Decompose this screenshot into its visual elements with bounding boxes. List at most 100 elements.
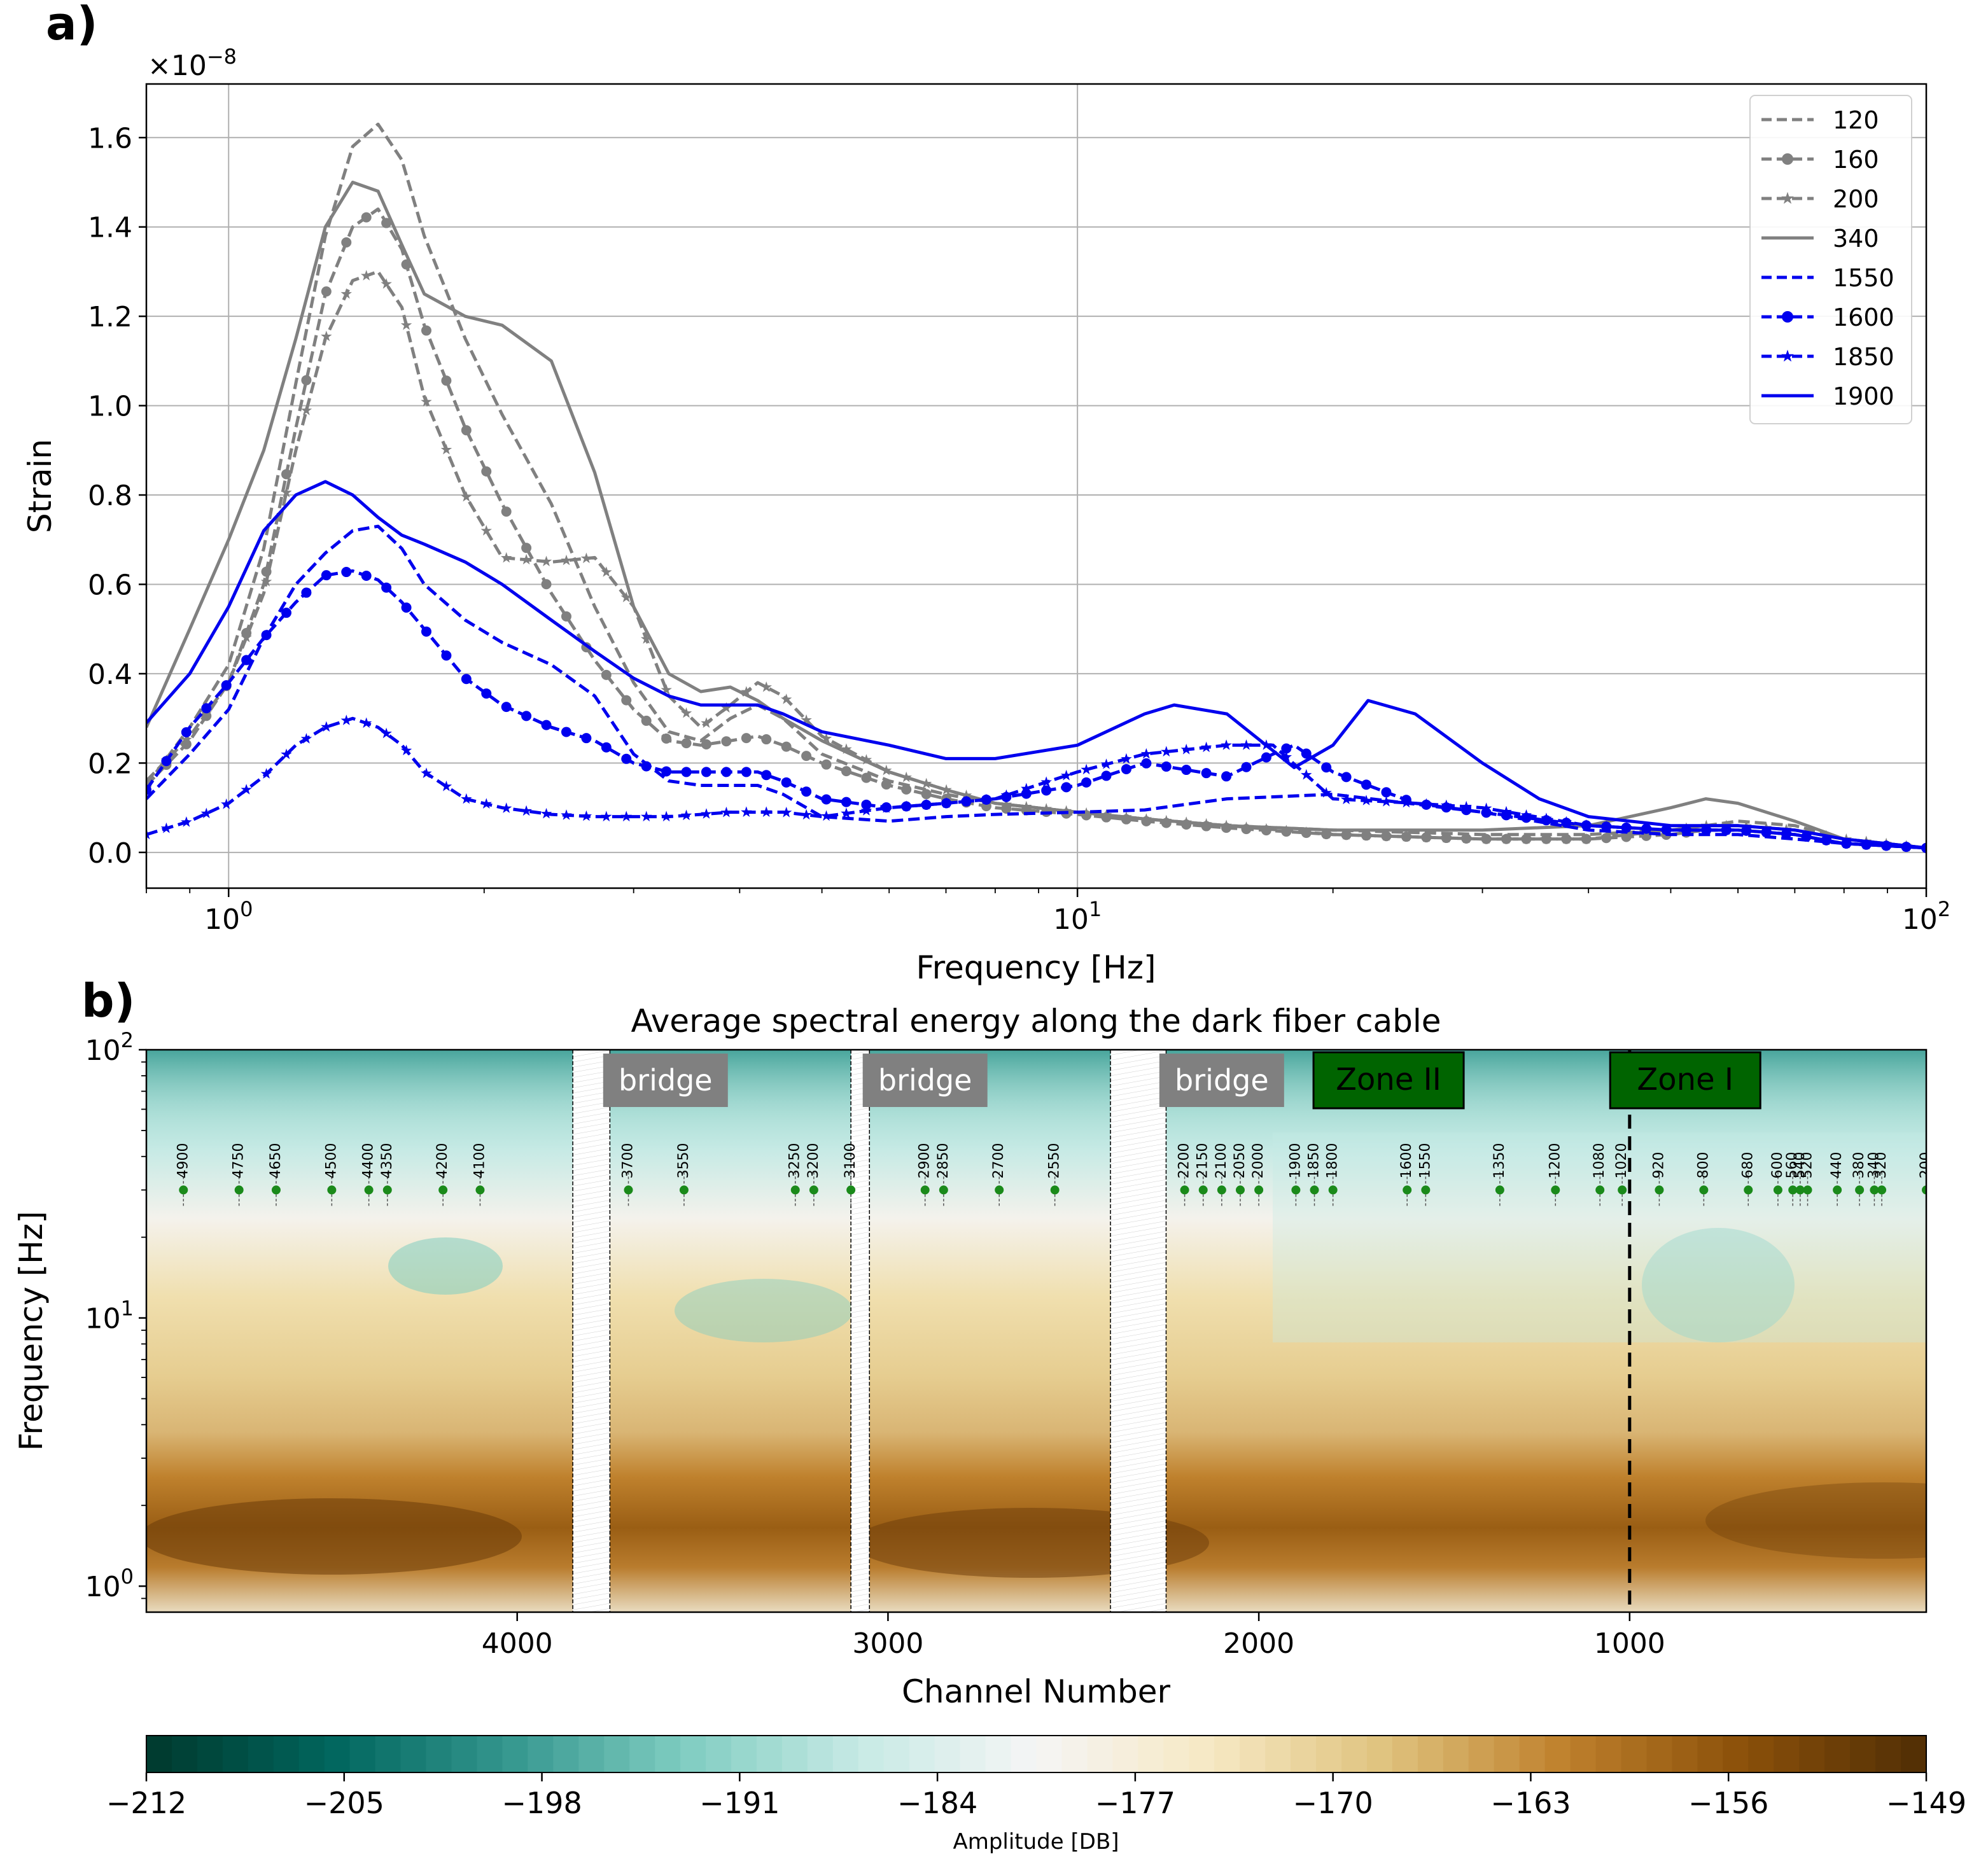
data-point (1181, 765, 1192, 776)
colorbar-cell (477, 1736, 503, 1772)
series-line (146, 122, 1926, 850)
legend-label: 160 (1833, 146, 1879, 174)
colorbar-cell (1697, 1736, 1724, 1772)
gap-hatch (851, 1050, 870, 1612)
data-point (461, 674, 472, 685)
colorbar: −212 −205 −198 −191 −184 −177 −170 −163 −156 −149… (106, 1735, 1966, 1855)
data-point (146, 784, 151, 795)
data-point (1660, 824, 1672, 835)
data-point (360, 717, 372, 728)
colorbar-cell (1468, 1736, 1495, 1772)
data-point (260, 576, 272, 587)
data-point (281, 487, 292, 498)
colorbar-cell (985, 1736, 1012, 1772)
x-tick-label: 4000 (482, 1627, 553, 1660)
data-point (1420, 798, 1432, 809)
y-tick-label: 0.4 (88, 658, 132, 691)
station-label: 380 (1851, 1152, 1867, 1178)
station-label: 2700 (991, 1143, 1007, 1178)
data-point (1541, 812, 1552, 823)
station-label: 2050 (1232, 1143, 1248, 1178)
colorbar-cell (1316, 1736, 1342, 1772)
station-label: 2200 (1177, 1143, 1193, 1178)
station-marker (382, 1185, 392, 1195)
data-point (561, 611, 571, 622)
station-label: 1550 (1417, 1143, 1433, 1178)
data-point (521, 554, 532, 565)
data-point (681, 767, 692, 777)
data-point (201, 703, 212, 714)
data-point (440, 443, 452, 455)
data-point (200, 807, 212, 819)
data-point (1840, 837, 1852, 849)
data-point (461, 793, 472, 804)
data-point (701, 767, 711, 777)
series-120 (146, 122, 1926, 850)
data-point (1401, 797, 1412, 808)
series-1850 (146, 714, 1926, 853)
colorbar-cell (528, 1736, 554, 1772)
y-tick-label: 1.2 (88, 301, 132, 333)
data-point (541, 720, 552, 730)
colorbar-cell (731, 1736, 757, 1772)
data-point (881, 779, 892, 790)
colorbar-cell (832, 1736, 859, 1772)
data-point (820, 810, 832, 821)
station-label: 920 (1651, 1152, 1667, 1178)
colorbar-cell (1494, 1736, 1520, 1772)
colorbar-cell (756, 1736, 783, 1772)
colorbar-cell (273, 1736, 300, 1772)
data-point (1041, 785, 1052, 796)
data-point (361, 212, 372, 223)
data-point (901, 784, 912, 795)
data-point (281, 469, 291, 480)
data-point (501, 702, 512, 713)
data-point (920, 798, 932, 810)
panel-a-xlabel: Frequency [Hz] (916, 949, 1156, 986)
panel-a-label: a) (46, 0, 98, 50)
heatmap-dark-patch (1705, 1482, 1926, 1559)
panel-a-ylabel: Strain (22, 439, 59, 533)
colorbar-cell (1774, 1736, 1800, 1772)
station-label: 4350 (379, 1143, 395, 1178)
station-label: 600 (1770, 1152, 1786, 1178)
colorbar-cell (502, 1736, 529, 1772)
station-label: 4650 (268, 1143, 284, 1178)
data-point (400, 319, 412, 330)
station-marker (790, 1185, 800, 1195)
colorbar-tick-label: −163 (1490, 1786, 1571, 1820)
sci-notation: ×10−8 (148, 45, 237, 82)
data-point (1460, 800, 1472, 812)
data-point (661, 684, 672, 695)
data-point (1221, 739, 1232, 750)
legend-label: 340 (1833, 225, 1879, 253)
data-point (481, 688, 492, 699)
panel-a-frame (145, 83, 1928, 889)
station-label: 4100 (472, 1143, 487, 1178)
data-point (540, 555, 552, 567)
station-marker (1050, 1185, 1060, 1195)
colorbar-cell (553, 1736, 580, 1772)
colorbar-cell (1672, 1736, 1698, 1772)
station-marker (1310, 1185, 1319, 1195)
data-point (146, 775, 152, 786)
colorbar-cell (1646, 1736, 1673, 1772)
data-point (721, 767, 732, 777)
data-point (321, 330, 332, 342)
data-point (1341, 772, 1352, 783)
colorbar-cell (451, 1736, 478, 1772)
data-point (641, 761, 652, 772)
y-tick-label: 0.0 (88, 837, 132, 870)
colorbar-cell (858, 1736, 885, 1772)
data-point (1121, 763, 1131, 774)
data-point (1782, 153, 1793, 165)
panel-a: a) ×10−8 0.0 0.2 0.4 0.6 0.8 1.0 1.2 1.4 1.6 100 1… (22, 0, 1950, 986)
colorbar-cell (1824, 1736, 1851, 1772)
station-label: 2900 (917, 1143, 933, 1178)
station-label: 180 (1926, 1152, 1942, 1178)
station-label: 2100 (1214, 1143, 1229, 1178)
colorbar-cell (1138, 1736, 1165, 1772)
data-point (841, 743, 852, 755)
data-point (761, 734, 772, 745)
